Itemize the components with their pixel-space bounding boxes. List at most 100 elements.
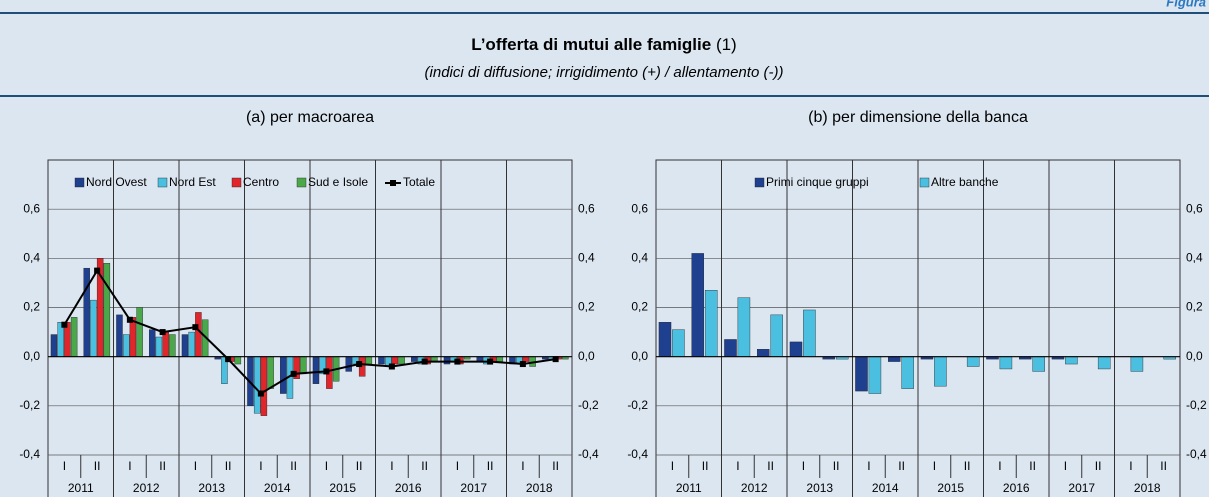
bar: [279, 356, 287, 394]
bar: [181, 334, 189, 357]
year-label: 2012: [741, 481, 768, 495]
bar: [496, 356, 504, 362]
bar: [345, 356, 352, 372]
year-label: 2018: [1134, 481, 1161, 495]
line: [63, 268, 556, 395]
x-tick-label: I: [521, 459, 524, 473]
legend-label: Nord Est: [169, 175, 216, 189]
y-tick-label: 0,2: [23, 300, 40, 314]
x-tick-label: I: [867, 459, 870, 473]
bar: [391, 356, 399, 365]
bar: [234, 356, 242, 365]
x-tick-label: II: [421, 459, 428, 473]
x-tick-label: II: [1095, 459, 1102, 473]
title-text: L’offerta di mutui alle famiglie: [471, 35, 711, 54]
legend-label: Totale: [403, 175, 435, 189]
y-tick-label: 0,4: [23, 251, 40, 265]
marker: [323, 368, 330, 375]
y2-tick-label: 0,6: [578, 201, 595, 215]
year-label: 2011: [68, 481, 94, 495]
marker: [421, 358, 428, 365]
bar: [162, 331, 169, 357]
bar: [887, 356, 901, 362]
legend-marker: [390, 180, 396, 186]
marker: [519, 361, 526, 368]
year-label: 2018: [526, 481, 553, 495]
bar: [260, 356, 268, 416]
subtitle: (indici di diffusione; irrigidimento (+)…: [425, 64, 784, 81]
x-tick-label: II: [225, 459, 232, 473]
marker: [290, 370, 297, 377]
legend-swatch: [754, 177, 765, 188]
x-tick-label: II: [552, 459, 559, 473]
title: L’offerta di mutui alle famiglie (1): [471, 35, 736, 54]
year-label: 2017: [460, 481, 487, 495]
legend-swatch: [74, 177, 85, 188]
y-tick-label: 0,4: [631, 251, 648, 265]
bar: [789, 341, 803, 357]
marker: [454, 358, 461, 365]
x-tick-label: I: [1064, 459, 1067, 473]
bar: [704, 290, 718, 357]
y-tick-label: -0,2: [627, 398, 648, 412]
year-label: 2013: [198, 481, 225, 495]
y-tick-label: 0,6: [631, 201, 648, 215]
marker: [126, 316, 133, 323]
marker: [356, 361, 363, 368]
bar: [129, 317, 137, 357]
y2-tick-label: 0,0: [578, 349, 595, 363]
bar: [855, 356, 868, 392]
x-tick-label: II: [487, 459, 494, 473]
y-tick-label: 0,2: [631, 300, 648, 314]
legend-label: Sud e Isole: [308, 175, 368, 189]
y-tick-label: 0,6: [23, 201, 40, 215]
x-tick-label: II: [833, 459, 840, 473]
y-tick-label: 0,0: [23, 349, 40, 363]
y2-tick-label: -0,4: [578, 447, 599, 461]
marker: [487, 358, 494, 365]
bar: [103, 263, 111, 357]
x-tick-label: I: [128, 459, 131, 473]
bar: [522, 356, 530, 362]
year-label: 2011: [676, 481, 702, 495]
bar: [868, 356, 882, 394]
bar: [770, 314, 783, 357]
x-tick-label: II: [1029, 459, 1036, 473]
x-tick-label: I: [194, 459, 197, 473]
bar: [1130, 356, 1144, 372]
bar: [267, 356, 274, 389]
bar: [365, 356, 373, 365]
y-tick-label: -0,4: [19, 447, 40, 461]
year-label: 2012: [133, 481, 160, 495]
y2-tick-label: 0,4: [578, 251, 595, 265]
x-tick-label: I: [998, 459, 1001, 473]
x-tick-label: I: [736, 459, 739, 473]
y-tick-label: -0,2: [19, 398, 40, 412]
legend-swatch: [231, 177, 242, 188]
bar: [658, 322, 672, 357]
bar: [300, 356, 307, 375]
x-tick-label: II: [1160, 459, 1167, 473]
bar: [155, 336, 163, 357]
marker: [94, 267, 101, 274]
y2-tick-label: -0,2: [1186, 398, 1207, 412]
marker: [257, 390, 264, 397]
figure-label: Figura: [1166, 0, 1206, 9]
x-tick-label: I: [259, 459, 262, 473]
bar: [90, 299, 97, 357]
bar: [398, 356, 405, 365]
bar: [70, 317, 78, 357]
bar: [253, 356, 261, 414]
x-tick-label: II: [290, 459, 297, 473]
bar: [378, 356, 385, 365]
y2-tick-label: -0,2: [578, 398, 599, 412]
x-tick-label: II: [94, 459, 101, 473]
bar: [934, 356, 947, 387]
year-label: 2015: [329, 481, 356, 495]
year-label: 2016: [395, 481, 422, 495]
bar: [188, 331, 195, 357]
x-tick-label: II: [356, 459, 363, 473]
legend-label: Centro: [243, 175, 279, 189]
year-label: 2014: [872, 481, 899, 495]
